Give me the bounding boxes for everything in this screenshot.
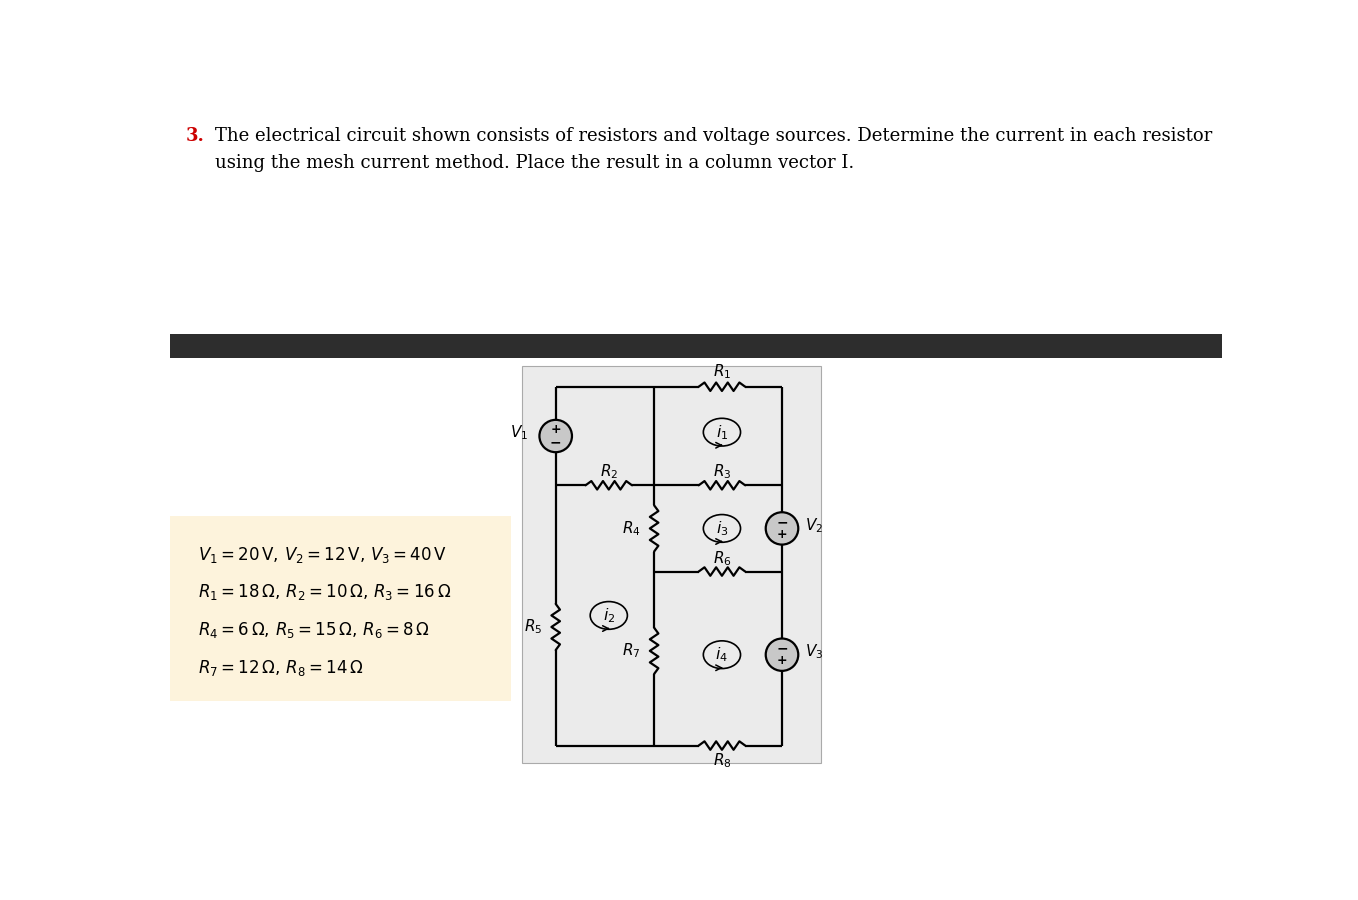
Text: $R_4$: $R_4$ <box>622 519 641 538</box>
Text: $i_1$: $i_1$ <box>716 423 728 442</box>
Text: $R_8$: $R_8$ <box>713 751 731 770</box>
Text: $V_2$: $V_2$ <box>805 516 823 535</box>
Text: $R_4 = 6\,\Omega,\, R_5 = 15\,\Omega,\, R_6 = 8\,\Omega$: $R_4 = 6\,\Omega,\, R_5 = 15\,\Omega,\, … <box>198 620 430 640</box>
Text: +: + <box>777 528 788 541</box>
Text: $R_2$: $R_2$ <box>600 462 618 481</box>
Text: $V_1$: $V_1$ <box>511 423 528 442</box>
Text: $R_7$: $R_7$ <box>622 642 641 661</box>
Text: $R_7 = 12\,\Omega,\, R_8 = 14\,\Omega$: $R_7 = 12\,\Omega,\, R_8 = 14\,\Omega$ <box>198 658 364 678</box>
Text: The electrical circuit shown consists of resistors and voltage sources. Determin: The electrical circuit shown consists of… <box>215 127 1211 172</box>
Circle shape <box>766 512 799 544</box>
Text: $R_1$: $R_1$ <box>713 363 731 382</box>
Text: $R_3$: $R_3$ <box>713 462 731 481</box>
Text: $V_3$: $V_3$ <box>805 643 823 661</box>
Text: −: − <box>777 642 788 655</box>
Text: $R_6$: $R_6$ <box>713 549 732 568</box>
Bar <box>170 334 1222 358</box>
Circle shape <box>539 419 572 452</box>
Text: $i_4$: $i_4$ <box>716 645 728 664</box>
Text: $i_2$: $i_2$ <box>603 606 615 625</box>
Text: −: − <box>550 436 561 449</box>
Text: $i_3$: $i_3$ <box>716 519 728 538</box>
Text: $R_5$: $R_5$ <box>524 617 543 636</box>
Text: $V_1 = 20\,\mathrm{V},\, V_2 = 12\,\mathrm{V},\, V_3 = 40\,\mathrm{V}$: $V_1 = 20\,\mathrm{V},\, V_2 = 12\,\math… <box>198 544 448 564</box>
Text: 3.: 3. <box>185 127 204 145</box>
Text: +: + <box>550 423 561 436</box>
Bar <box>523 366 820 762</box>
Text: −: − <box>777 516 788 529</box>
Text: $R_1 = 18\,\Omega,\, R_2 = 10\,\Omega,\, R_3 = 16\,\Omega$: $R_1 = 18\,\Omega,\, R_2 = 10\,\Omega,\,… <box>198 582 452 602</box>
Text: +: + <box>777 654 788 668</box>
Circle shape <box>766 638 799 670</box>
FancyBboxPatch shape <box>170 516 511 701</box>
